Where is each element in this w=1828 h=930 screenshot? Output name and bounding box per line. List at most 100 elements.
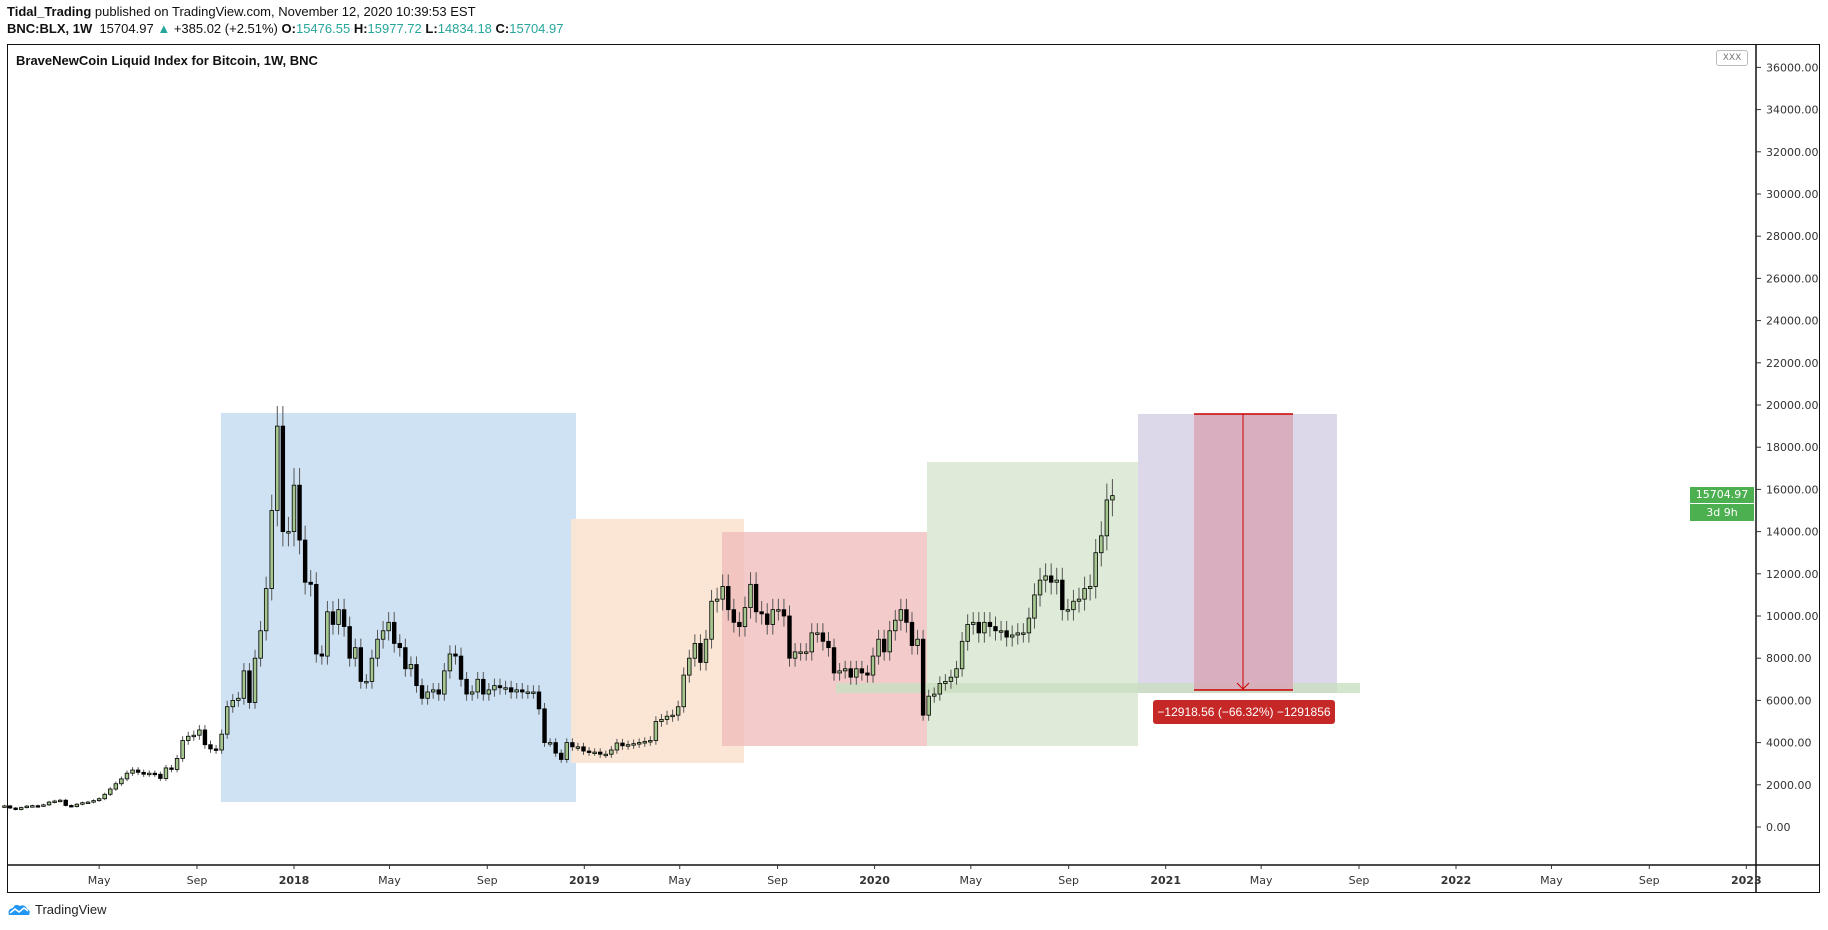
candle-up xyxy=(325,611,330,657)
candle-up xyxy=(798,651,803,654)
candle-up xyxy=(720,586,725,600)
change: +385.02 (+2.51%) xyxy=(173,21,278,36)
time-tick-label: Sep xyxy=(477,874,498,887)
high-value: 15977.72 xyxy=(367,21,422,36)
candle-down xyxy=(397,643,402,649)
time-tick-label: May xyxy=(378,874,401,887)
candle-up xyxy=(948,676,954,682)
candle-down xyxy=(620,742,625,747)
candle-down xyxy=(302,539,308,583)
low-label: L: xyxy=(425,21,438,36)
candle-up xyxy=(876,638,881,657)
candle-up xyxy=(609,749,614,755)
tradingview-logo[interactable]: TradingView xyxy=(7,902,107,917)
author[interactable]: Tidal_Trading xyxy=(7,4,92,19)
candle-up xyxy=(614,742,620,751)
candle-up xyxy=(186,735,191,741)
price-tick-label: 12000.00 xyxy=(1766,568,1819,581)
toolbar-button[interactable]: XXX xyxy=(1716,50,1748,66)
candle-down xyxy=(586,750,592,753)
candle-up xyxy=(447,653,453,672)
price-tick-label: 24000.00 xyxy=(1766,315,1819,328)
candle-up xyxy=(57,799,63,803)
candle-up xyxy=(113,783,119,790)
candle-up xyxy=(703,638,709,663)
candle-down xyxy=(341,609,347,627)
support-band[interactable] xyxy=(836,683,1360,693)
candle-up xyxy=(514,689,519,693)
candle-up xyxy=(80,802,85,805)
candle-down xyxy=(169,767,174,770)
candle-up xyxy=(659,718,664,722)
time-tick-label: May xyxy=(959,874,982,887)
blue-range-box[interactable] xyxy=(221,413,576,802)
candle-down xyxy=(731,609,737,623)
candle-down xyxy=(35,805,41,808)
time-tick-label: Sep xyxy=(1349,874,1370,887)
time-tick-label: 2019 xyxy=(569,874,600,887)
candle-up xyxy=(1026,617,1032,634)
candle-up xyxy=(982,621,987,634)
candle-up xyxy=(748,583,753,608)
candle-up xyxy=(364,681,369,684)
candle-up xyxy=(408,664,414,670)
candle-down xyxy=(559,752,564,760)
tradingview-cloud-icon xyxy=(8,904,30,915)
candle-down xyxy=(453,653,458,657)
price-tick-label: 8000.00 xyxy=(1766,652,1812,665)
candle-up xyxy=(85,801,91,805)
publish-info: Tidal_Trading published on TradingView.c… xyxy=(7,4,476,19)
time-tick-label: Sep xyxy=(767,874,788,887)
candle-up xyxy=(547,742,553,745)
price-axis: 0.00 2000.00 4000.00 6000.00 8000.00 10000.00… xyxy=(1756,61,1819,834)
candle-up xyxy=(636,742,642,745)
candle-down xyxy=(158,773,163,779)
candle-down xyxy=(481,678,486,695)
candle-up xyxy=(971,621,976,625)
candle-up xyxy=(180,740,185,759)
high-label: H: xyxy=(353,21,368,36)
candle-up xyxy=(147,772,152,776)
candle-down xyxy=(726,586,731,611)
candle-down xyxy=(881,638,887,653)
time-tick-label: May xyxy=(88,874,111,887)
price-tick-label: 0.00 xyxy=(1766,821,1791,834)
candle-up xyxy=(1082,588,1087,600)
candle-up xyxy=(174,758,180,770)
candle-up xyxy=(792,651,798,659)
candle-up xyxy=(1021,632,1026,635)
measure-label[interactable]: −12918.56 (−66.32%) −1291856 xyxy=(1153,700,1335,724)
candle-down xyxy=(135,769,141,773)
bar-countdown-tag: 3d 9h xyxy=(1690,504,1754,521)
candle-up xyxy=(1037,579,1043,596)
candle-up xyxy=(52,800,57,803)
candle-up xyxy=(932,693,937,697)
candle-down xyxy=(1004,630,1009,638)
candle-up xyxy=(91,800,96,803)
candle-down xyxy=(202,729,208,746)
last-price-tag: 15704.97 xyxy=(1690,487,1754,503)
candle-up xyxy=(336,609,341,625)
candle-up xyxy=(531,691,536,694)
candle-up xyxy=(24,805,29,809)
candle-up xyxy=(959,640,965,670)
candle-up xyxy=(258,630,263,659)
ohlc-line: BNC:BLX, 1W 15704.97 ▲ +385.02 (+2.51%) … xyxy=(7,21,564,36)
red-range-box[interactable] xyxy=(722,532,932,746)
candle-down xyxy=(581,746,586,752)
candle-up xyxy=(41,804,46,807)
open-label: O: xyxy=(281,21,296,36)
candle-down xyxy=(831,647,837,674)
candle-up xyxy=(1099,535,1104,554)
candle-up xyxy=(998,630,1004,633)
candle-up xyxy=(492,685,497,691)
candle-down xyxy=(297,484,302,541)
candle-up xyxy=(854,668,859,678)
candle-up xyxy=(124,772,130,780)
price-tick-label: 14000.00 xyxy=(1766,526,1819,539)
candle-down xyxy=(330,611,336,625)
candle-up xyxy=(1076,598,1082,602)
candle-up xyxy=(709,600,714,640)
candle-up xyxy=(670,714,675,718)
